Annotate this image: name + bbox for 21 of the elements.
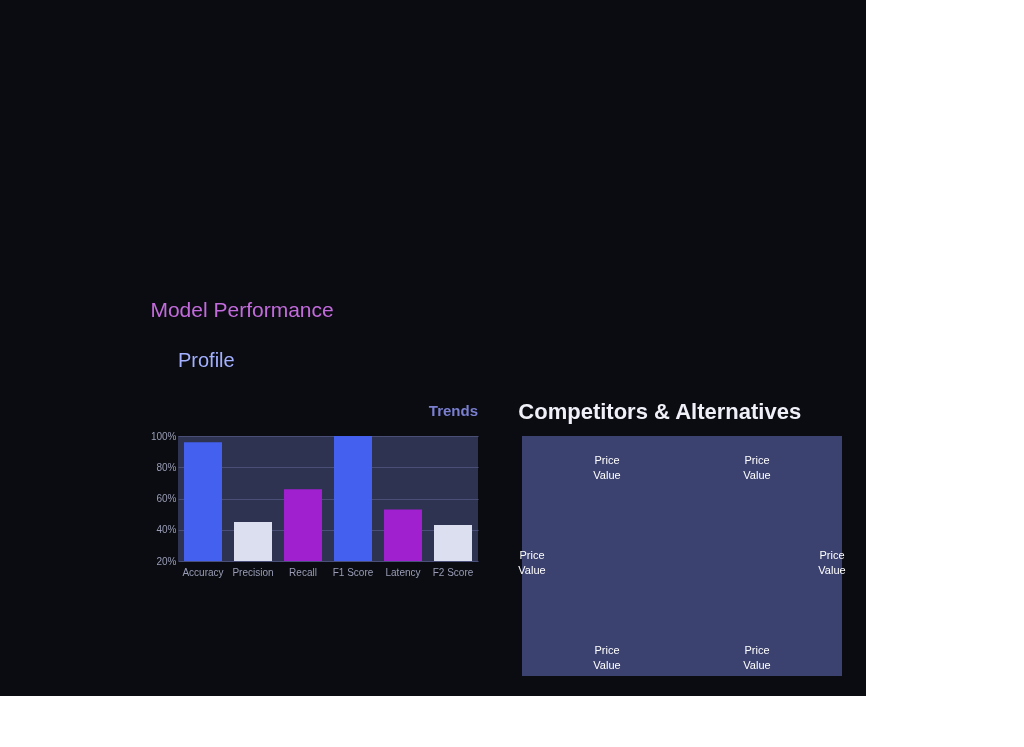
text: Price Value bbox=[743, 453, 771, 481]
text: Price Value bbox=[593, 644, 621, 672]
y-tick-label: 20% bbox=[156, 555, 177, 567]
text: Competitors & Alternatives bbox=[518, 399, 802, 424]
text: Price Value bbox=[818, 549, 846, 576]
x-tick-label: Accuracy bbox=[182, 566, 224, 578]
text: Trends bbox=[428, 402, 478, 419]
x-tick-label: Recall bbox=[289, 566, 317, 578]
x-tick-label: Latency bbox=[385, 566, 421, 578]
text: Profile bbox=[178, 349, 235, 371]
x-tick-label: Precision bbox=[232, 566, 274, 578]
x-tick-label: F2 Score bbox=[432, 566, 474, 578]
y-tick-label: 80% bbox=[156, 461, 177, 473]
y-tick-label: 60% bbox=[156, 493, 177, 504]
text: Price Value bbox=[518, 549, 546, 576]
text: Price Value bbox=[593, 453, 621, 481]
y-tick-label: 100% bbox=[150, 430, 177, 442]
y-tick-label: 40% bbox=[156, 524, 177, 536]
x-tick-label: F1 Score bbox=[332, 566, 374, 578]
chart-title: Model Performance bbox=[150, 298, 334, 321]
text: Price Value bbox=[743, 644, 771, 672]
